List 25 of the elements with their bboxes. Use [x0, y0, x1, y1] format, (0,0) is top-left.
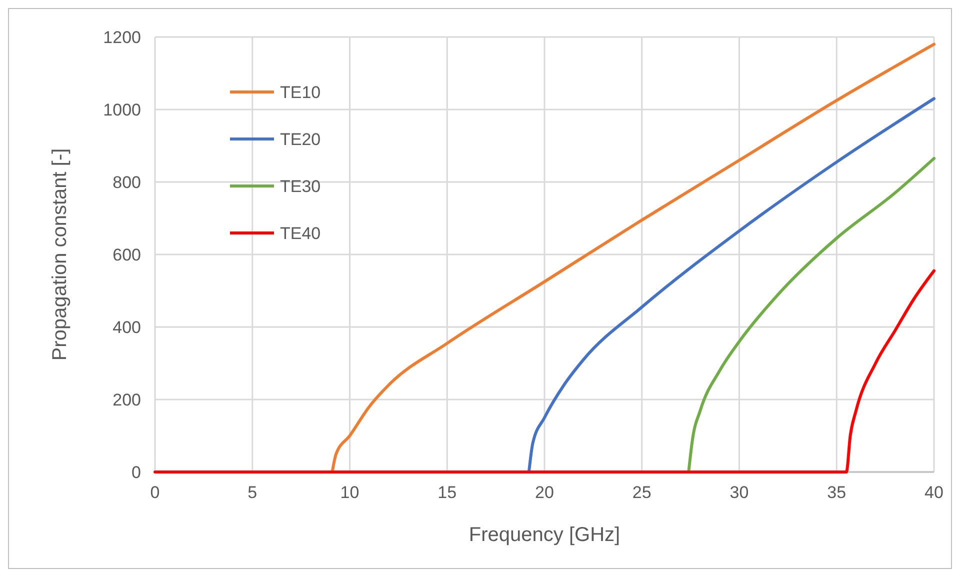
x-tick-label: 30 — [730, 483, 749, 502]
legend-label: TE30 — [280, 177, 321, 196]
legend-label: TE10 — [280, 83, 321, 102]
x-tick-label: 20 — [535, 483, 554, 502]
x-tick-label: 15 — [438, 483, 457, 502]
y-tick-label: 400 — [112, 318, 141, 337]
y-tick-label: 800 — [112, 173, 141, 192]
x-axis-title: Frequency [GHz] — [468, 524, 620, 546]
y-axis-title: Propagation constant [-] — [49, 148, 71, 361]
y-tick-label: 200 — [112, 390, 141, 410]
y-tick-label: 0 — [132, 463, 141, 482]
y-tick-label: 1000 — [103, 100, 141, 120]
legend-label: TE40 — [280, 224, 321, 243]
x-tick-label: 40 — [924, 483, 944, 502]
line-series — [330, 42, 936, 474]
x-tick-label: 10 — [340, 483, 360, 502]
y-tick-label: 1200 — [103, 28, 141, 47]
x-tick-label: 25 — [632, 483, 652, 502]
y-tick-label: 600 — [112, 246, 141, 264]
x-tick-label: 0 — [150, 483, 160, 502]
line-series — [687, 156, 936, 474]
line-series — [527, 97, 936, 474]
x-tick-label: 5 — [248, 483, 258, 502]
legend-label: TE20 — [280, 130, 321, 149]
x-tick-label: 35 — [827, 483, 846, 502]
